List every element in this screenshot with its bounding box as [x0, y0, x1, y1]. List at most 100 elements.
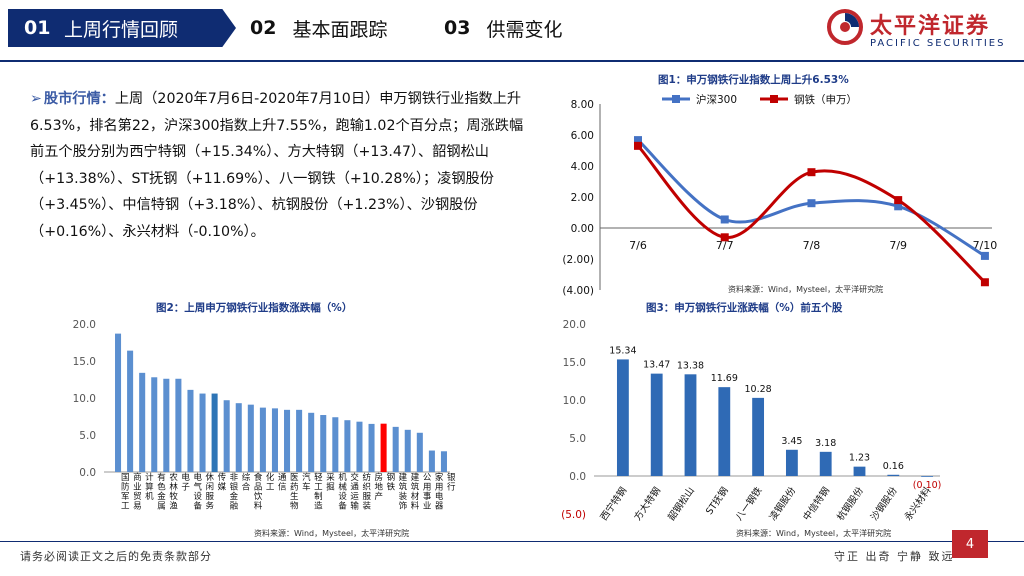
tab-fundamentals[interactable]: 02 基本面跟踪	[250, 9, 387, 47]
data-label: (0.10)	[913, 480, 942, 491]
x-tick-char: 商	[133, 472, 142, 483]
x-tick-label: 采掘	[326, 472, 335, 493]
x-tick-char: 金	[157, 491, 166, 502]
x-tick-char: 工	[314, 483, 323, 493]
x-tick-label: 建筑装饰	[399, 472, 408, 512]
x-tick-char: 机	[145, 491, 154, 502]
tab-label: 基本面跟踪	[292, 18, 388, 41]
legend-label: 钢铁（申万）	[794, 93, 857, 106]
x-tick-char: 银	[230, 482, 239, 493]
chart-source: 资料来源：Wind，Mysteel，太平洋研究院	[254, 529, 410, 538]
tab-supply-demand[interactable]: 03 供需变化	[444, 9, 562, 47]
y-tick-label: 8.00	[571, 99, 594, 111]
x-tick-label: 中信特钢	[801, 485, 833, 523]
y-tick-label: (2.00)	[562, 254, 594, 266]
y-tick-label: 20.0	[73, 319, 96, 331]
chart-top-stocks: 图3：申万钢铁行业涨跌幅（%）前五个股 20.0 15.0 10.0 5.0 0.0 (5…	[550, 296, 950, 540]
y-tick-label: 10.0	[73, 393, 96, 405]
x-tick-char: 运	[350, 492, 359, 502]
x-tick-label: 杭钢股份	[834, 484, 866, 522]
x-tick-char: 信	[278, 482, 287, 493]
x-tick-char: 装	[399, 491, 408, 502]
data-point	[807, 168, 816, 177]
x-tick-char: 家	[435, 472, 444, 483]
line-chart-svg: 8.00 6.00 4.00 2.00 0.00 (2.00) (4.00) 7/6 7/7 7/…	[562, 93, 997, 297]
x-tick-char: 掘	[326, 482, 335, 493]
bar	[356, 421, 363, 472]
y-tick-label: 15.0	[563, 357, 586, 369]
x-tick-label: 医药生物	[290, 473, 299, 512]
data-label: 0.16	[883, 461, 904, 472]
x-tick-char: 军	[121, 492, 130, 502]
x-tick-char: 备	[193, 501, 202, 512]
bar	[211, 393, 218, 472]
x-tick-label: 凌钢股份	[767, 484, 799, 522]
x-tick-char: 器	[435, 502, 444, 512]
chart-index-line: 图1：申万钢铁行业指数上周上升6.53% 8.00 6.00 4.00 2.00 0.0…	[540, 68, 1010, 300]
x-tick-char: 服	[362, 492, 371, 502]
x-tick-char: 服	[206, 492, 215, 502]
logo-mark-icon	[827, 9, 863, 45]
footer-motto: 守正 出奇 宁静 致远	[834, 550, 955, 563]
bar	[819, 451, 832, 476]
bar	[428, 450, 435, 472]
y-tick-label: 5.0	[79, 430, 96, 442]
x-tick-char: 金	[230, 491, 239, 502]
x-tick-char: 医	[290, 473, 299, 483]
bar	[440, 451, 447, 472]
bar	[223, 400, 230, 472]
data-point	[634, 136, 642, 145]
x-tick-label: 汽车	[302, 472, 311, 493]
chart-title: 图3：申万钢铁行业涨跌幅（%）前五个股	[646, 302, 843, 314]
series-line-1	[636, 144, 986, 284]
chart-title: 图1：申万钢铁行业指数上周上升6.53%	[658, 74, 849, 86]
x-tick-char: 电	[193, 472, 202, 483]
x-tick-label: 国防军工	[121, 473, 130, 512]
bar	[616, 359, 629, 476]
x-tick-char: 建	[411, 472, 420, 483]
x-tick-char: 银	[447, 472, 456, 483]
bar	[308, 412, 315, 472]
x-tick-label: 7/8	[803, 239, 821, 252]
x-tick-char: 铁	[387, 482, 396, 493]
x-tick-char: 子	[181, 483, 190, 493]
x-tick-label: 化工	[266, 472, 275, 493]
data-point	[894, 196, 903, 205]
x-tick-char: 计	[145, 472, 154, 483]
tab-market-review[interactable]: 01 上周行情回顾	[8, 9, 236, 47]
x-tick-char: 非	[230, 472, 239, 483]
x-tick-char: 机	[338, 472, 347, 483]
data-label: 11.69	[711, 373, 738, 384]
x-tick-label: 传媒	[218, 472, 227, 493]
x-tick-char: 融	[230, 501, 239, 512]
x-tick-label: 休闲服务	[206, 472, 215, 512]
y-tick-label: 15.0	[73, 356, 96, 368]
x-tick-label: 沙钢股份	[868, 484, 900, 522]
x-tick-char: 造	[314, 501, 323, 512]
x-tick-char: 务	[206, 501, 215, 512]
bar	[650, 373, 663, 476]
bar	[127, 350, 134, 472]
y-tick-label: 10.0	[563, 395, 586, 407]
bar	[163, 378, 170, 472]
y-tick-label: 6.00	[571, 130, 594, 142]
x-tick-label: 综合	[242, 472, 251, 493]
tab-number: 02	[250, 17, 277, 39]
x-tick-label: 7/7	[716, 239, 734, 252]
logo-chinese-name: 太平洋证券	[870, 14, 991, 39]
bar	[175, 378, 182, 472]
x-tick-char: 钢	[387, 472, 396, 483]
bar	[785, 449, 798, 476]
x-tick-char: 输	[350, 501, 359, 512]
x-tick-char: 渔	[169, 501, 178, 512]
x-tick-char: 气	[193, 482, 202, 493]
x-tick-label: 电气设备	[193, 472, 202, 512]
bar	[284, 409, 291, 472]
x-tick-char: 轻	[314, 472, 323, 483]
x-tick-char: 公	[423, 473, 432, 483]
x-tick-char: 设	[338, 491, 347, 502]
company-logo: 太平洋证券 PACIFIC SECURITIES	[826, 6, 1016, 54]
bullet-arrow-icon: ➢	[30, 91, 42, 107]
x-tick-char: 装	[362, 501, 371, 512]
x-tick-char: 制	[314, 491, 323, 502]
